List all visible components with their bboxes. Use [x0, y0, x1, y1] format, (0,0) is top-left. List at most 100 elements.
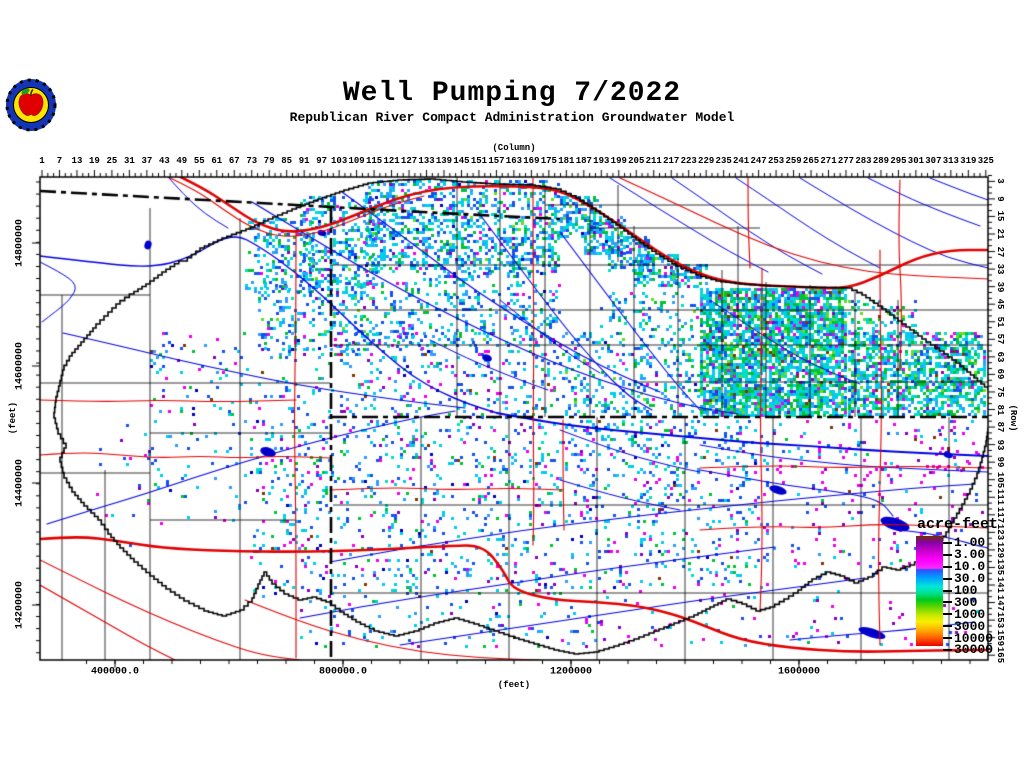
row-tick-label: 69: [995, 368, 1005, 380]
legend-tick-labels: 1.00 3.00 10.0 30.0 100 300 1000 3000 10000 30000: [943, 535, 994, 658]
row-tick-label: 27: [995, 246, 1005, 257]
column-tick-label: 145: [453, 156, 470, 166]
column-tick-label: 325: [977, 156, 994, 166]
legend-entry: 300: [943, 594, 993, 610]
column-tick-label: 157: [488, 156, 505, 166]
column-tick-label: 187: [575, 156, 592, 166]
row-tick-label: 39: [995, 281, 1005, 293]
column-tick-label: 31: [123, 156, 135, 166]
column-axis-label: (Column): [492, 143, 536, 153]
row-tick-label: 45: [995, 298, 1005, 310]
column-tick-label: 283: [855, 156, 872, 166]
legend-entry: 3.00: [943, 547, 993, 563]
y-tick-label: 14400000: [14, 458, 26, 508]
legend-value: 30000: [954, 642, 994, 658]
legend-value: 300: [954, 594, 978, 610]
column-tick-label: 301: [907, 156, 924, 166]
legend-value: 10.0: [954, 559, 986, 575]
y-axis-units-label: (feet): [8, 401, 18, 435]
legend-tick-mark: [943, 637, 952, 640]
legend-tick-mark: [943, 625, 952, 628]
column-tick-label: 25: [106, 156, 118, 166]
column-tick-label: 37: [141, 156, 153, 166]
column-tick-label: 169: [523, 156, 540, 166]
column-tick-label: 19: [89, 156, 100, 166]
x-tick-label: 800000.0: [318, 666, 368, 678]
column-tick-label: 313: [942, 156, 959, 166]
column-tick-label: 109: [348, 156, 365, 166]
legend-tick-mark: [943, 565, 952, 568]
column-tick-label: 127: [400, 156, 418, 166]
column-tick-label: 277: [837, 156, 855, 166]
column-tick-label: 205: [628, 156, 645, 166]
column-tick-label: 271: [820, 156, 837, 166]
x-tick-label: 400000.0: [90, 666, 140, 678]
legend-entry: 3000: [943, 620, 993, 633]
column-tick-label: 223: [680, 156, 697, 166]
row-tick-label: 57: [995, 333, 1005, 345]
column-tick-label: 319: [960, 156, 977, 166]
y-tick-label: 14200000: [14, 580, 26, 630]
row-tick-label: 63: [995, 351, 1005, 363]
legend-colorbar: [916, 536, 943, 646]
column-tick-label: 79: [263, 156, 275, 166]
legend-value: 1000: [954, 606, 986, 622]
column-tick-label: 91: [298, 156, 310, 166]
column-tick-label: 295: [890, 156, 907, 166]
y-tick-label: 14800000: [14, 218, 26, 268]
column-tick-label: 103: [331, 156, 348, 166]
row-tick-label: 33: [995, 263, 1005, 275]
column-tick-label: 175: [540, 156, 557, 166]
legend-tick-mark: [943, 601, 952, 604]
legend-entry: 1.00: [943, 535, 993, 551]
row-tick-label: 93: [995, 439, 1005, 450]
row-tick-label: 81: [995, 404, 1005, 415]
column-tick-label: 307: [925, 156, 942, 166]
legend-entry: 10000: [943, 632, 993, 645]
x-axis-units-label: (feet): [497, 680, 531, 690]
apple-seal-icon: [5, 78, 57, 132]
column-tick-label: 55: [193, 156, 205, 166]
column-tick-label: 193: [593, 156, 610, 166]
column-tick-label: 211: [645, 156, 662, 166]
column-tick-label: 139: [435, 156, 453, 166]
x-tick-label: 1200000: [549, 666, 593, 678]
column-tick-label: 163: [505, 156, 522, 166]
legend-entry: 10.0: [943, 559, 993, 575]
row-tick-label: 99: [995, 456, 1005, 468]
x-tick-label: 1600000: [777, 666, 821, 678]
column-tick-label: 247: [750, 156, 767, 166]
legend-entry: 30000: [943, 642, 994, 658]
row-axis-label: (Row): [1008, 404, 1018, 432]
column-tick-label: 253: [767, 156, 785, 166]
legend-entry: 30.0: [943, 572, 993, 585]
legend-tick-mark: [943, 553, 952, 556]
column-tick-label: 13: [71, 156, 83, 166]
page-title: Well Pumping 7/2022: [342, 78, 682, 109]
column-tick-label: 151: [470, 156, 488, 166]
column-tick-label: 73: [246, 156, 258, 166]
legend-entry: 100: [943, 584, 993, 597]
legend-tick-mark: [943, 613, 952, 616]
column-tick-label: 85: [281, 156, 293, 166]
legend-tick-mark: [943, 541, 952, 544]
legend-tick-mark: [943, 589, 952, 592]
row-tick-label: 105: [995, 471, 1005, 488]
row-tick-label: 111: [995, 489, 1005, 506]
legend: acre-feet 1.00 3.00 10.0 30.0 100 300 1000 3000…: [916, 516, 998, 656]
page-subtitle: Republican River Compact Administration …: [289, 110, 735, 125]
row-tick-label: 21: [995, 228, 1005, 240]
legend-title: acre-feet: [917, 516, 999, 533]
agency-logo: [5, 78, 57, 132]
column-tick-label: 67: [228, 156, 240, 166]
column-tick-label: 61: [211, 156, 223, 166]
row-tick-label: 9: [995, 196, 1005, 202]
legend-tick-mark: [943, 577, 952, 580]
row-tick-label: 51: [995, 316, 1005, 328]
legend-value: 1.00: [954, 535, 986, 551]
row-tick-label: 3: [995, 178, 1005, 185]
column-tick-label: 43: [158, 156, 170, 166]
legend-value: 3.00: [954, 547, 986, 563]
